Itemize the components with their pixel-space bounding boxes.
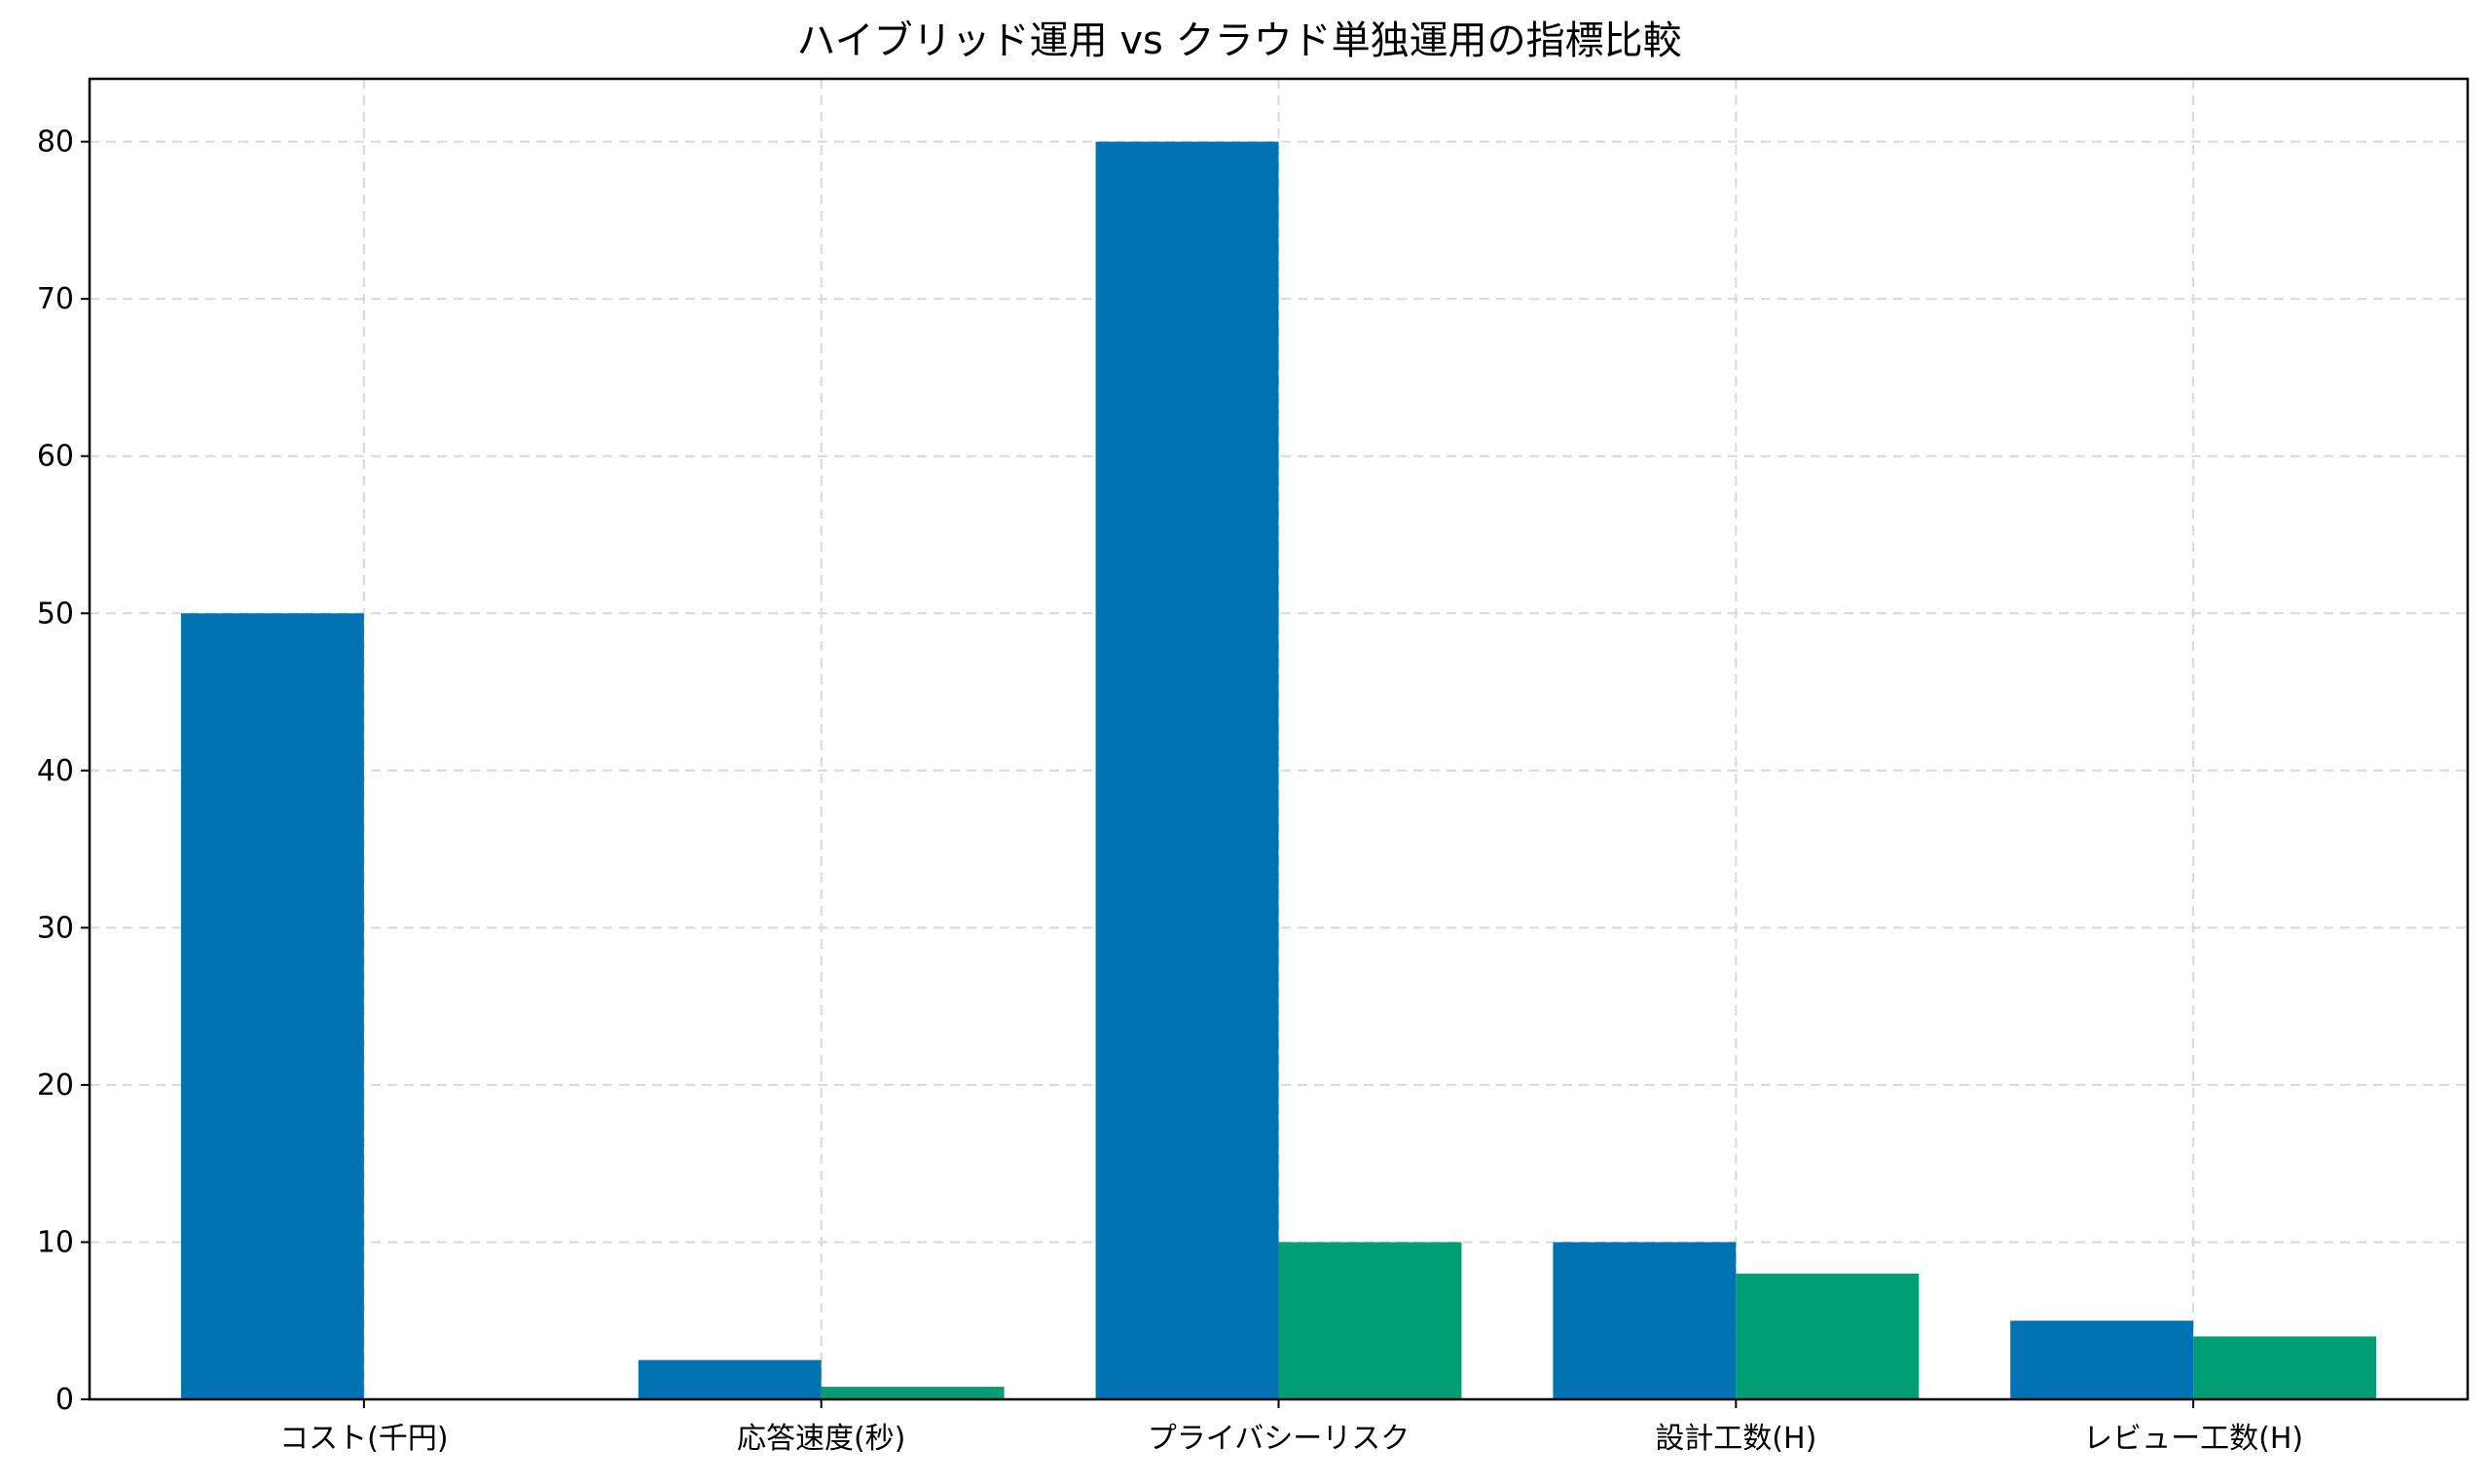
x-tick-label: 応答速度(秒)	[737, 1422, 905, 1456]
y-tick-label: 20	[37, 1068, 74, 1103]
y-tick-label: 10	[37, 1225, 74, 1259]
bars	[180, 141, 2377, 1400]
y-tick-label: 80	[37, 126, 74, 160]
axis-ticks: 0 10 20 30 40 50 60 70 80 コスト(千円) 応答速度(秒) プライバシーリスク…	[37, 126, 2303, 1456]
bar-series-1	[2010, 1321, 2194, 1399]
y-tick-label: 50	[37, 597, 74, 631]
bar-series-2	[1278, 1242, 1462, 1399]
y-tick-label: 30	[37, 911, 74, 945]
bar-series-1	[180, 613, 364, 1399]
x-tick-label: コスト(千円)	[279, 1422, 448, 1456]
bar-series-1	[638, 1359, 822, 1399]
y-tick-label: 0	[55, 1383, 74, 1417]
y-tick-label: 70	[37, 282, 74, 316]
bar-series-1	[1095, 141, 1279, 1400]
x-tick-label: プライバシーリスク	[1148, 1422, 1410, 1456]
chart-title: ハイブリッド運用 vs クラウド単独運用の指標比較	[796, 18, 1681, 63]
bar-series-2	[821, 1387, 1005, 1399]
bar-series-1	[1553, 1242, 1737, 1399]
x-tick-label: 設計工数(H)	[1655, 1422, 1816, 1456]
bar-series-2	[2193, 1336, 2377, 1399]
y-tick-label: 60	[37, 440, 74, 474]
bar-series-2	[1736, 1273, 1920, 1399]
y-tick-label: 40	[37, 754, 74, 788]
x-tick-label: レビュー工数(H)	[2083, 1422, 2303, 1456]
